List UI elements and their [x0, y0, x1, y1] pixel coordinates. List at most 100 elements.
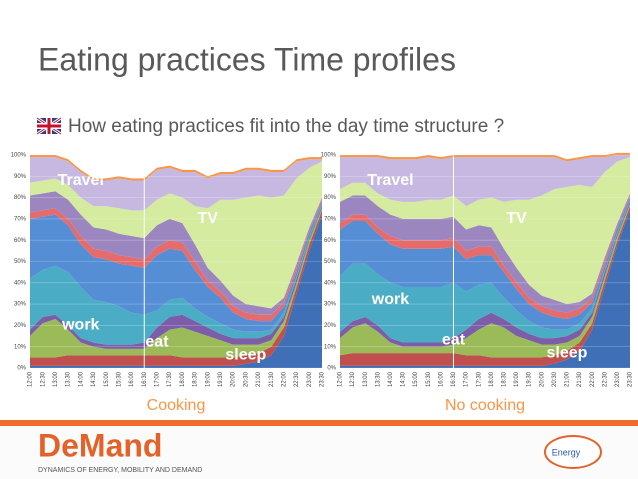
area-label: Travel: [367, 172, 413, 189]
y-tick-label: 60%: [14, 238, 27, 244]
y-tick-label: 90%: [14, 174, 27, 180]
y-tick-label: 80%: [324, 195, 337, 201]
x-tick-label: 19:30: [218, 371, 224, 387]
x-tick-label: 20:30: [552, 371, 558, 387]
slide-title: Eating practices Time profiles: [38, 41, 456, 77]
x-tick-label: 19:00: [514, 371, 520, 387]
x-tick-label: 21:30: [577, 371, 583, 387]
area: [30, 161, 322, 309]
x-tick-label: 16:00: [438, 371, 444, 387]
area: [30, 203, 322, 345]
y-tick-label: 20%: [14, 323, 27, 329]
x-tick-label: 21:00: [565, 371, 571, 387]
area-label: work: [61, 317, 99, 334]
x-tick-label: 22:30: [294, 371, 300, 387]
x-tick-label: 18:30: [501, 371, 507, 387]
x-tick-label: 22:00: [590, 371, 596, 387]
x-tick-label: 13:30: [66, 371, 72, 387]
x-tick-label: 17:30: [167, 371, 173, 387]
area: [30, 208, 322, 358]
y-tick-label: 100%: [11, 153, 27, 159]
x-tick-label: 17:00: [155, 371, 161, 387]
x-tick-label: 22:00: [281, 371, 287, 387]
y-tick-label: 70%: [324, 216, 337, 222]
uk-flag: [36, 116, 62, 136]
x-tick-label: 21:30: [269, 371, 275, 387]
x-tick-label: 12:30: [40, 371, 46, 387]
footer-badge: Energy: [552, 447, 581, 457]
area: [30, 191, 322, 315]
x-tick-label: 19:30: [527, 371, 533, 387]
area-label: eat: [442, 332, 466, 349]
x-axis-label: No cooking: [445, 397, 525, 414]
area: [30, 214, 322, 368]
y-tick-label: 70%: [14, 216, 27, 222]
x-tick-label: 19:00: [205, 371, 211, 387]
x-tick-label: 21:00: [256, 371, 262, 387]
area-label: Travel: [58, 172, 104, 189]
area-label: eat: [145, 334, 169, 351]
area: [340, 152, 630, 162]
x-tick-label: 14:30: [91, 371, 97, 387]
area: [30, 201, 322, 332]
area-label: sleep: [546, 344, 587, 361]
x-tick-label: 13:30: [375, 371, 381, 387]
y-tick-label: 50%: [14, 259, 27, 265]
footer-logo: DeMand: [38, 427, 162, 463]
x-tick-label: 13:00: [363, 371, 369, 387]
y-tick-label: 30%: [14, 302, 27, 308]
y-tick-label: 20%: [324, 323, 337, 329]
y-tick-label: 90%: [324, 174, 337, 180]
x-tick-label: 23:00: [307, 371, 313, 387]
area: [340, 193, 630, 313]
x-tick-label: 23:00: [615, 371, 621, 387]
area: [30, 157, 322, 211]
x-tick-label: 13:00: [53, 371, 59, 387]
x-tick-label: 15:00: [104, 371, 110, 387]
area: [30, 199, 322, 322]
x-tick-label: 14:00: [78, 371, 84, 387]
y-tick-label: 80%: [14, 195, 27, 201]
x-tick-label: 18:30: [193, 371, 199, 387]
area: [340, 197, 630, 330]
x-tick-label: 12:30: [350, 371, 356, 387]
y-tick-label: 50%: [324, 259, 337, 265]
x-tick-label: 15:30: [116, 371, 122, 387]
x-tick-label: 12:00: [338, 371, 344, 387]
x-tick-label: 22:30: [602, 371, 608, 387]
y-tick-label: 60%: [324, 238, 337, 244]
y-tick-label: 0%: [17, 366, 26, 372]
x-tick-label: 23:30: [628, 371, 634, 387]
y-tick-label: 10%: [324, 344, 337, 350]
area: [340, 210, 630, 368]
x-tick-label: 14:30: [401, 371, 407, 387]
y-tick-label: 100%: [321, 153, 337, 159]
x-tick-label: 15:30: [426, 371, 432, 387]
x-axis-label: Cooking: [147, 397, 206, 414]
footer-tagline: DYNAMICS OF ENERGY, MOBILITY AND DEMAND: [38, 467, 202, 474]
area: [30, 206, 322, 349]
area: [340, 203, 630, 358]
area-label: work: [371, 291, 409, 308]
x-tick-label: 20:30: [243, 371, 249, 387]
area: [30, 155, 322, 181]
x-tick-label: 16:30: [451, 371, 457, 387]
x-tick-label: 18:00: [489, 371, 495, 387]
area-label: TV: [198, 210, 219, 227]
x-tick-label: 20:00: [539, 371, 545, 387]
x-tick-label: 14:00: [388, 371, 394, 387]
y-tick-label: 10%: [14, 344, 27, 350]
area: [340, 155, 630, 207]
y-tick-label: 0%: [327, 366, 336, 372]
x-tick-label: 15:00: [413, 371, 419, 387]
x-tick-label: 16:30: [142, 371, 148, 387]
y-tick-label: 40%: [14, 280, 27, 286]
footer: DeMand DYNAMICS OF ENERGY, MOBILITY AND …: [0, 420, 638, 479]
x-tick-label: 17:00: [464, 371, 470, 387]
x-tick-label: 20:00: [231, 371, 237, 387]
subtitle: How eating practices fit into the day ti…: [68, 116, 504, 137]
x-tick-label: 12:00: [28, 371, 34, 387]
area-label: TV: [506, 210, 527, 227]
x-tick-label: 18:00: [180, 371, 186, 387]
